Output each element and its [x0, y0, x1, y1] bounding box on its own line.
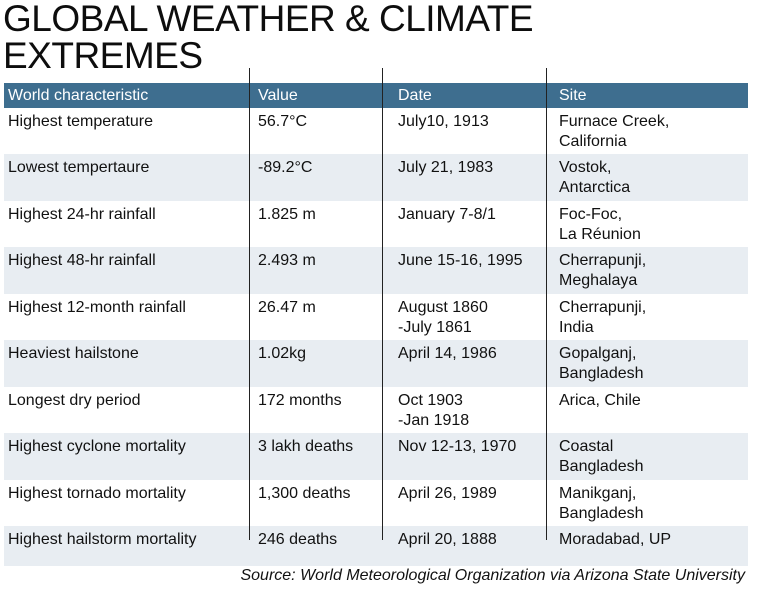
cell-value: 1,300 deaths: [258, 485, 351, 502]
cell-value: 1.02kg: [258, 345, 307, 362]
cell-date: July10, 1913: [398, 113, 489, 130]
table-header-row: World characteristic Value Date Site: [4, 83, 748, 108]
cell-value: 56.7°C: [258, 113, 308, 130]
column-divider-3: [546, 68, 547, 540]
cell-characteristic: Highest tornado mortality: [8, 485, 186, 502]
column-divider-2: [382, 68, 383, 540]
cell-characteristic: Heaviest hailstone: [8, 345, 139, 362]
cell-characteristic: Highest 24-hr rainfall: [8, 206, 156, 223]
cell-date: April 14, 1986: [398, 345, 497, 362]
table-row: Longest dry period 172 months Oct 1903 -…: [4, 387, 748, 433]
cell-characteristic: Highest 48-hr rainfall: [8, 252, 156, 269]
cell-site: Moradabad, UP: [559, 531, 672, 548]
table-row: Highest tornado mortality 1,300 deaths A…: [4, 480, 748, 526]
header-value: Value: [258, 87, 298, 104]
table-row: Highest 24-hr rainfall 1.825 m January 7…: [4, 201, 748, 247]
column-divider-1: [249, 68, 250, 540]
table-row: Heaviest hailstone 1.02kg April 14, 1986…: [4, 340, 748, 387]
table-row: Highest 12-month rainfall 26.47 m August…: [4, 294, 748, 340]
cell-value: 3 lakh deaths: [258, 438, 354, 455]
source-note: Source: World Meteorological Organizatio…: [240, 567, 745, 584]
cell-site: Cherrapunji, Meghalaya: [559, 252, 647, 289]
cell-value: 1.825 m: [258, 206, 316, 223]
cell-date: April 26, 1989: [398, 485, 497, 502]
header-characteristic: World characteristic: [8, 87, 149, 104]
cell-value: 172 months: [258, 392, 342, 409]
cell-date: August 1860 -July 1861: [398, 299, 488, 336]
cell-date: July 21, 1983: [398, 159, 494, 176]
cell-date: Nov 12-13, 1970: [398, 438, 517, 455]
cell-value: 246 deaths: [258, 531, 338, 548]
cell-date: June 15-16, 1995: [398, 252, 523, 269]
table-row: Highest temperature 56.7°C July10, 1913 …: [4, 108, 748, 154]
table-row: Lowest tempertaure -89.2°C July 21, 1983…: [4, 154, 748, 201]
cell-site: Furnace Creek, California: [559, 113, 670, 150]
title-line-1: GLOBAL WEATHER & CLIMATE: [3, 0, 534, 39]
header-date: Date: [398, 87, 432, 104]
table-row: Highest hailstorm mortality 246 deaths A…: [4, 526, 748, 566]
cell-characteristic: Highest cyclone mortality: [8, 438, 186, 455]
cell-site: Foc-Foc, La Réunion: [559, 206, 641, 243]
cell-value: 26.47 m: [258, 299, 316, 316]
cell-site: Coastal Bangladesh: [559, 438, 644, 475]
cell-date: April 20, 1888: [398, 531, 497, 548]
table-row: Highest cyclone mortality 3 lakh deaths …: [4, 433, 748, 480]
cell-characteristic: Highest temperature: [8, 113, 153, 130]
cell-value: 2.493 m: [258, 252, 316, 269]
extremes-table: World characteristic Value Date Site Hig…: [4, 83, 748, 566]
table-row: Highest 48-hr rainfall 2.493 m June 15-1…: [4, 247, 748, 294]
cell-date: Oct 1903 -Jan 1918: [398, 392, 470, 429]
cell-characteristic: Highest 12-month rainfall: [8, 299, 186, 316]
cell-date: January 7-8/1: [398, 206, 496, 223]
cell-site: Manikganj, Bangladesh: [559, 485, 644, 522]
page-title: GLOBAL WEATHER & CLIMATE EXTREMES: [3, 0, 534, 76]
cell-value: -89.2°C: [258, 159, 313, 176]
header-site: Site: [559, 87, 587, 104]
cell-site: Gopalganj, Bangladesh: [559, 345, 644, 382]
cell-site: Cherrapunji, India: [559, 299, 647, 336]
title-line-2: EXTREMES: [3, 35, 203, 76]
cell-characteristic: Highest hailstorm mortality: [8, 531, 197, 548]
cell-site: Vostok, Antarctica: [559, 159, 631, 196]
cell-site: Arica, Chile: [559, 392, 641, 409]
cell-characteristic: Lowest tempertaure: [8, 159, 150, 176]
cell-characteristic: Longest dry period: [8, 392, 141, 409]
